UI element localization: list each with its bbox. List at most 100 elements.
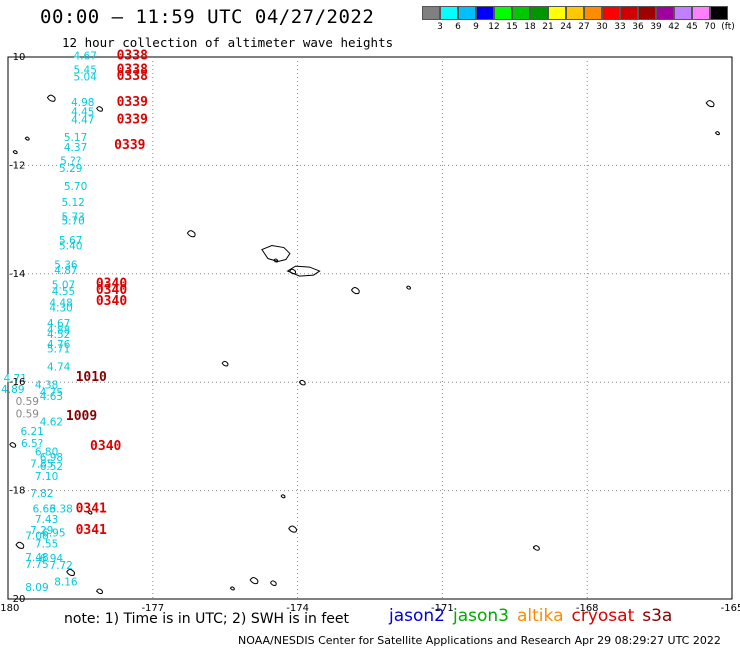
pass-time-label: 0340 (96, 294, 127, 309)
wave-height-label: 4.30 (49, 303, 72, 315)
wave-height-label: 4.76 (47, 339, 71, 351)
pass-time-label: 0340 (90, 439, 121, 454)
y-tick-label: -16 (9, 377, 25, 388)
x-tick-label: -177 (141, 603, 164, 614)
pass-time-label: 0339 (114, 138, 145, 153)
island-outline (186, 230, 196, 238)
island-outline (46, 94, 56, 102)
island-outline (286, 265, 321, 277)
wave-height-label: 6.52 (40, 461, 63, 473)
wave-height-label: 0.59 (16, 396, 39, 408)
pass-time-label: 1010 (76, 370, 107, 385)
wave-height-label: 7.10 (35, 471, 58, 483)
y-tick-label: -18 (9, 486, 25, 497)
satellite-legend-item: cryosat (571, 606, 635, 626)
wave-height-label: 4.89 (1, 384, 24, 396)
wave-height-label: 4.45 (71, 107, 94, 119)
island-outline (288, 525, 297, 533)
wave-height-label: 5.17 (64, 132, 87, 144)
pass-time-label: 0338 (117, 69, 148, 84)
wave-height-label: 6.38 (49, 503, 72, 515)
island-outline (261, 245, 291, 263)
color-swatch (674, 6, 692, 20)
island-outline (406, 285, 411, 290)
island-outline (532, 545, 540, 551)
wave-height-label: 6.63 (33, 503, 56, 515)
wave-height-label: 7.75 (25, 559, 48, 571)
color-legend-label: 6 (455, 22, 461, 32)
footer-note: note: 1) Time is in UTC; 2) SWH is in fe… (64, 611, 350, 627)
wave-height-label: 8.16 (54, 576, 78, 588)
x-tick-label: -168 (576, 603, 599, 614)
y-tick-label: -10 (9, 52, 25, 63)
wave-height-label: 4.71 (4, 373, 27, 385)
island-outline (87, 510, 93, 515)
color-swatch (422, 6, 440, 20)
y-tick-label: -20 (9, 594, 25, 605)
wave-height-label: 4.98 (71, 97, 94, 109)
color-legend-label: (ft) (721, 22, 735, 32)
color-legend-label: 30 (596, 22, 608, 32)
color-legend-labels: 3 6 9 12 15 18 21 24 27 30 33 36 39 42 45 70 (ft) (422, 22, 740, 36)
color-swatch (638, 6, 656, 20)
wave-height-label: 8.09 (25, 582, 48, 594)
pass-time-label: 0340 (96, 276, 127, 291)
color-swatch (656, 6, 674, 20)
island-outline (714, 131, 720, 136)
axis-tick-labels: -180 -177 -174 -171 -168 -165 -10 -12 -14 -16 -18 -… (0, 52, 740, 614)
island-outline (273, 258, 279, 263)
page-title: 00:00 – 11:59 UTC 04/27/2022 (40, 6, 375, 28)
satellite-legend-item: altika (517, 606, 564, 626)
color-swatch (620, 6, 638, 20)
wave-height-label: 7.48 (25, 552, 48, 564)
color-legend-label: 42 (668, 22, 680, 32)
color-swatch (458, 6, 476, 20)
wave-height-label: 4.37 (64, 142, 87, 154)
color-swatch (584, 6, 602, 20)
color-swatch (692, 6, 710, 20)
x-tick-label: -180 (0, 603, 19, 614)
wave-height-label: 6.5? (21, 438, 43, 450)
island-outline (66, 568, 75, 576)
x-tick-label: -171 (431, 603, 454, 614)
island-outline (280, 494, 286, 499)
island-outline (221, 360, 229, 367)
page-subtitle: 12 hour collection of altimeter wave hei… (62, 35, 394, 50)
wave-height-label: 5.07 (52, 279, 75, 291)
color-legend-label: 27 (578, 22, 590, 32)
island-outline (705, 100, 715, 108)
wave-height-label: 5.70 (64, 181, 87, 193)
wave-height-label: 7.82 (30, 488, 53, 500)
credit-line: NOAA/NESDIS Center for Satellite Applica… (238, 634, 721, 647)
x-tick-label: -174 (286, 603, 309, 614)
map-grid (7, 56, 733, 600)
color-legend-label: 70 (704, 22, 716, 32)
color-swatch (602, 6, 620, 20)
wave-height-label: 4.48 (49, 297, 72, 309)
wave-height-label: 7.06 (25, 530, 49, 542)
wave-height-label: 5.73 (61, 212, 84, 224)
color-swatch (548, 6, 566, 20)
color-legend-label: 3 (437, 22, 443, 32)
island-outline (9, 442, 17, 448)
pass-time-label: 0338 (117, 49, 148, 64)
pass-time-label: 0341 (76, 501, 107, 516)
island-outline (350, 287, 360, 295)
wave-height-label: 5.?? (60, 155, 81, 167)
color-legend-label: 33 (614, 22, 626, 32)
island-outline (96, 588, 104, 595)
wave-height-label: 4.55 (52, 286, 75, 298)
color-swatch (476, 6, 494, 20)
wave-height-label: 7.55 (35, 539, 58, 551)
color-legend-label: 45 (686, 22, 698, 32)
pass-time-label: 0338 (117, 62, 148, 77)
wave-height-label: 7.29 (30, 525, 53, 537)
island-outline (24, 136, 30, 141)
wave-height-label: 4.74 (47, 361, 71, 373)
wave-height-label: 5.40 (59, 240, 82, 252)
wave-height-label: 5.29 (59, 163, 82, 175)
color-legend-label: 9 (473, 22, 479, 32)
wave-height-label: 4.38 (35, 380, 58, 392)
wave-height-label: 4.67 (74, 51, 97, 63)
